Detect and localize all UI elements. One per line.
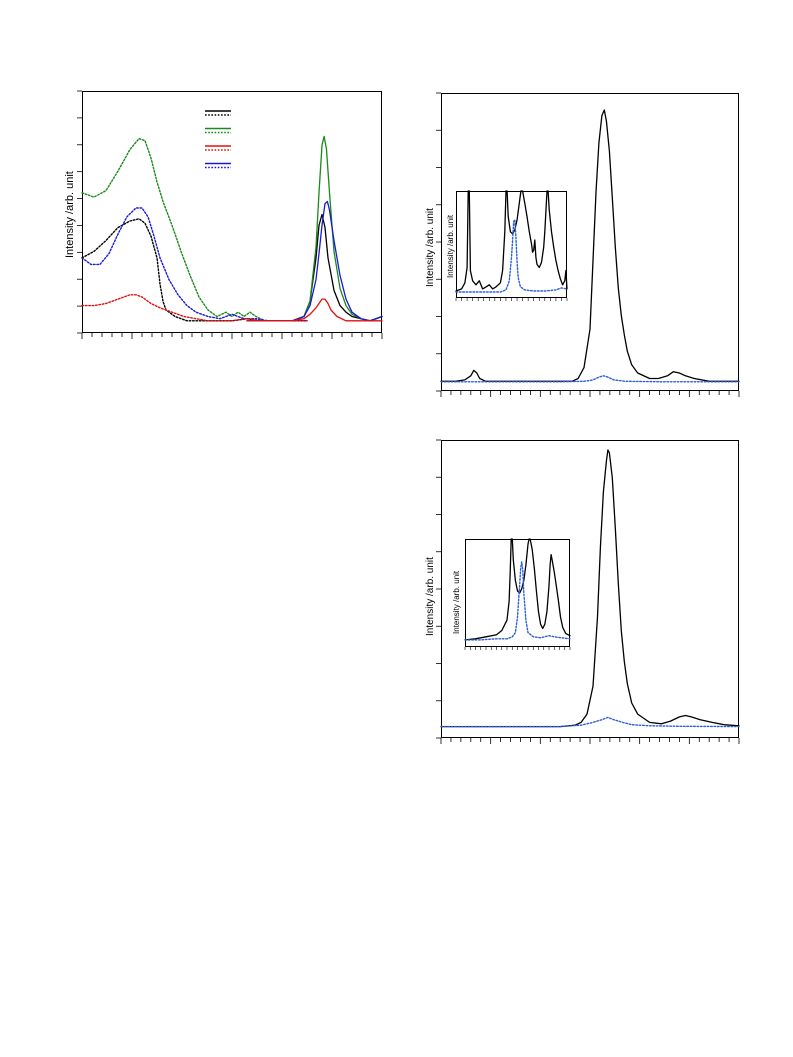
bottom-right-inset-plot: [464, 538, 571, 650]
top-right-series-black-solid-0: [440, 109, 740, 382]
left-plot-area: [77, 90, 383, 339]
bottom-right-inset-series-black-solid-0: [464, 538, 571, 641]
bottom-right-y-axis-label: Intensity /arb. unit: [425, 557, 436, 636]
top-right-inset-y-axis-label: Intensity /arb. unit: [446, 214, 455, 278]
bottom-right-inset-frame: [465, 539, 570, 647]
left-series-green-solid-5: [246, 135, 383, 322]
left-series-green-dotted-0: [81, 137, 308, 322]
left-series-blue-dotted-2: [81, 207, 308, 322]
top-right-y-axis-label: Intensity /arb. unit: [425, 208, 436, 287]
top-right-inset-plot: [455, 190, 568, 301]
left-series-red-solid-7: [246, 298, 383, 322]
bottom-right-inset-series-blue_dotted-dotted-1: [464, 561, 571, 641]
top-right-inset-frame: [456, 191, 567, 298]
left-y-axis-label: Intensity /arb. unit: [64, 171, 76, 258]
bottom-right-inset-y-axis-label: Intensity /arb. unit: [452, 570, 461, 634]
top-right-plot-area: [436, 92, 740, 397]
left-series-red-dotted-3: [81, 294, 308, 322]
top-right-inset-series-blue_dotted-dotted-1: [455, 218, 568, 293]
bottom-right-series-blue_dotted-dotted-1: [440, 716, 740, 728]
left-series-black-solid-4: [246, 213, 383, 322]
left-series-black-dotted-1: [81, 218, 308, 322]
top-right-inset-series-black-solid-0: [455, 190, 568, 292]
bottom-right-plot-area: [436, 439, 740, 744]
top-right-series-blue_dotted-dotted-1: [440, 375, 740, 383]
bottom-right-series-black-solid-0: [440, 449, 740, 728]
left-series-blue-solid-6: [246, 200, 383, 322]
